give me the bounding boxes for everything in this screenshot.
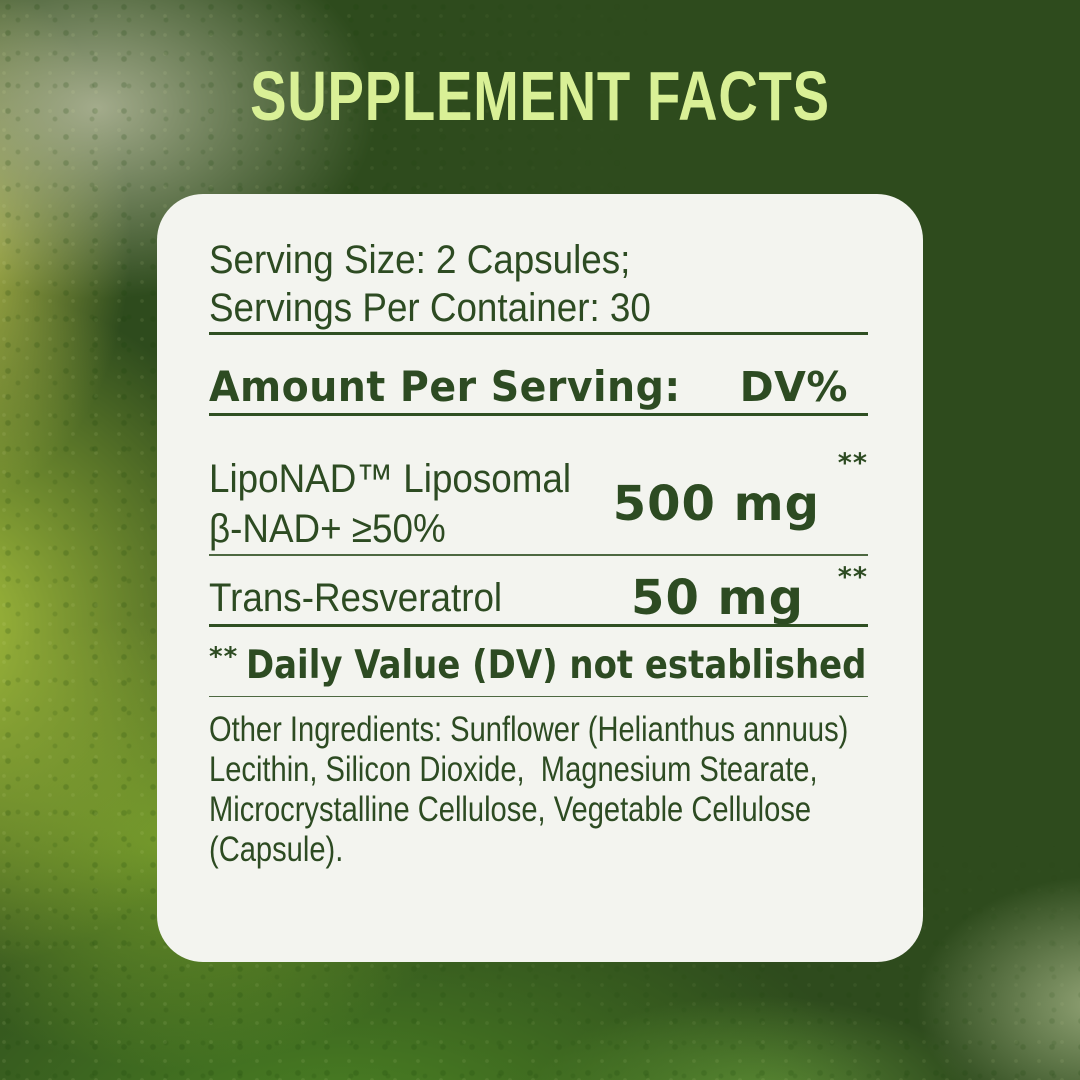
nutrient-name-line2: β-NAD+ ≥50% xyxy=(209,507,446,551)
divider xyxy=(209,695,868,697)
nutrient-dv-asterisks: ** xyxy=(837,561,868,593)
dv-footnote: ** Daily Value (DV) not established xyxy=(209,639,868,696)
nutrient-dv-asterisks: ** xyxy=(837,448,868,479)
divider xyxy=(209,332,868,335)
divider xyxy=(209,623,868,627)
amount-per-serving-label: Amount Per Serving: xyxy=(209,362,681,411)
dv-footnote-text: Daily Value (DV) not established xyxy=(246,642,867,688)
nutrient-row-liponad: LipoNAD™ Liposomal β-NAD+ ≥50% 500 mg ** xyxy=(209,450,868,554)
serving-size-text: Serving Size: 2 Capsules; xyxy=(209,238,631,282)
nutrient-name: Trans-Resveratrol xyxy=(209,575,503,620)
servings-per-container-text: Servings Per Container: 30 xyxy=(209,286,651,330)
nutrient-amount: 500 mg xyxy=(612,476,820,532)
nutrient-name: LipoNAD™ Liposomal β-NAD+ ≥50% xyxy=(209,454,580,554)
nutrient-row-resveratrol: Trans-Resveratrol 50 mg ** xyxy=(209,564,868,626)
dv-footnote-marker: ** xyxy=(209,641,239,672)
divider xyxy=(209,554,868,556)
dv-percent-label: DV% xyxy=(739,363,848,411)
amount-per-serving-header-row: Amount Per Serving: DV% xyxy=(209,361,868,413)
page-title: SUPPLEMENT FACTS xyxy=(250,57,830,135)
supplement-facts-panel: Serving Size: 2 Capsules; Servings Per C… xyxy=(157,194,923,962)
nutrient-amount: 50 mg xyxy=(631,569,804,626)
nutrient-name-line1: LipoNAD™ Liposomal xyxy=(209,457,572,501)
other-ingredients-text: Other Ingredients: Sunflower (Helianthus… xyxy=(209,710,857,869)
divider xyxy=(209,413,868,416)
